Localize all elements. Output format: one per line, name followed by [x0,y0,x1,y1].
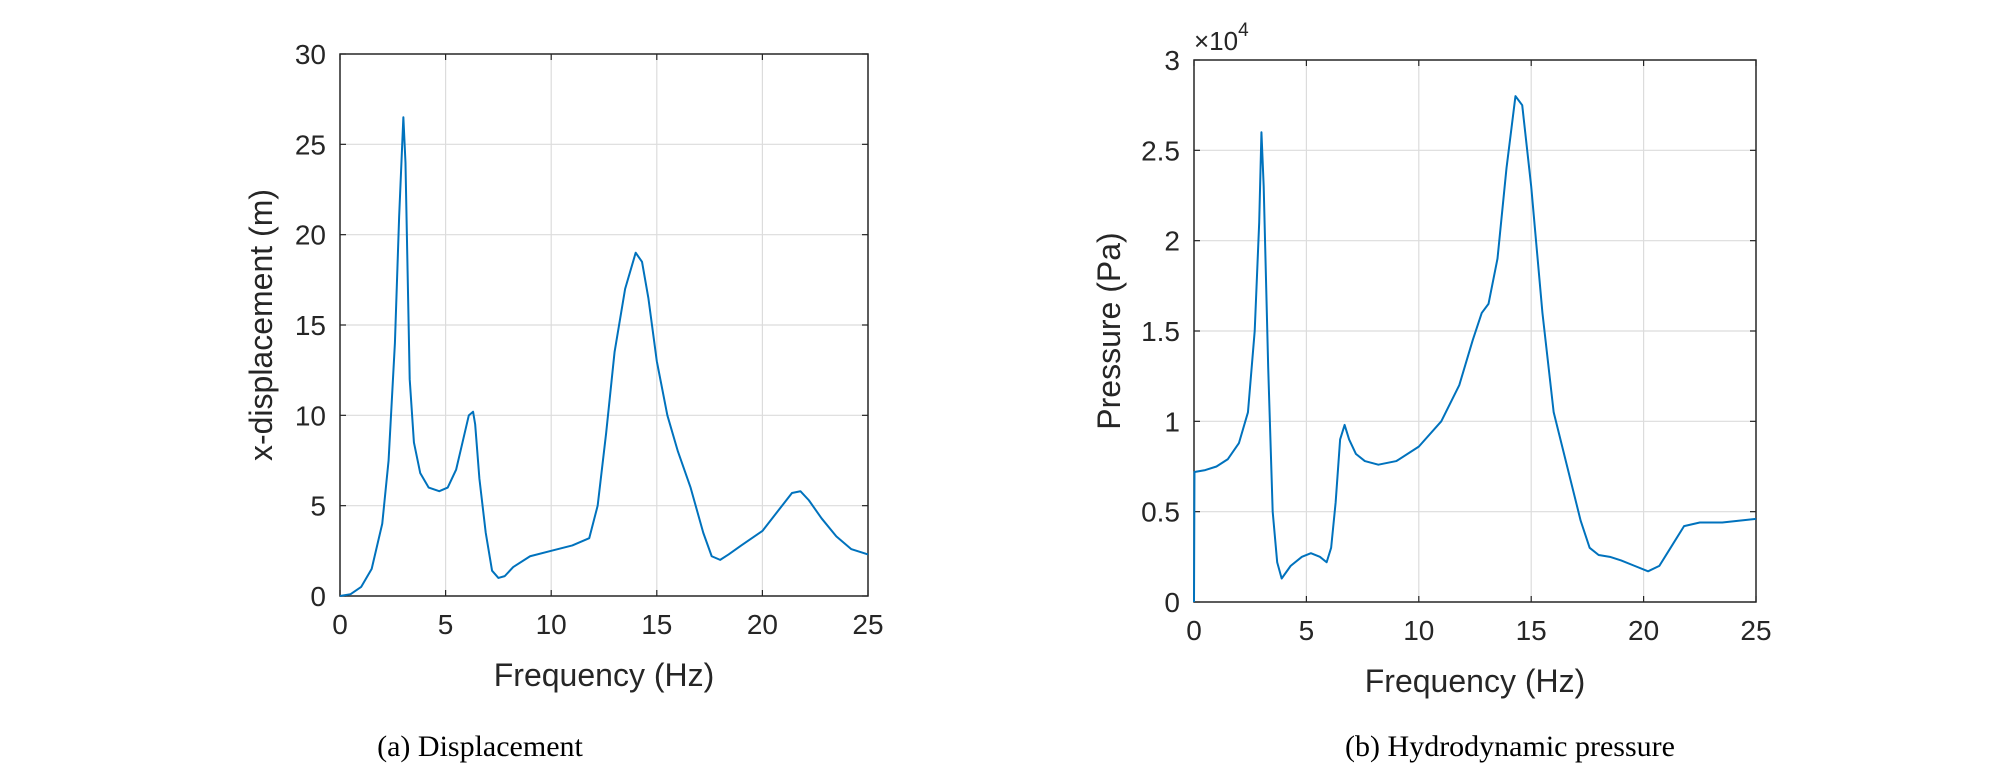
y-axis-label-displacement: x-displacement (m) [243,189,279,461]
x-tick-label-pressure: 5 [1299,615,1315,646]
caption-displacement: (a) Displacement [377,730,583,763]
y-tick-label-pressure: 0 [1164,587,1180,618]
x-tick-label-pressure: 0 [1186,615,1202,646]
x-tick-label-displacement: 25 [852,609,883,640]
y-tick-label-pressure: 2.5 [1141,135,1180,166]
ticks-pressure: 0 5 10 15 20 25 0 0.5 1 1.5 2 2.5 3 [1141,45,1772,646]
y-axis-label-pressure: Pressure (Pa) [1091,232,1127,429]
caption-pressure: (b) Hydrodynamic pressure [1345,730,1675,763]
y-tick-label-displacement: 15 [295,310,326,341]
x-tick-label-displacement: 0 [332,609,348,640]
y-tick-label-pressure: 2 [1164,226,1180,257]
series-line-pressure [1193,95,1757,603]
chart-hydrodynamic-pressure: 0 5 10 15 20 25 0 0.5 1 1.5 2 2.5 3 ×104 Frequency (… [1091,20,1772,763]
x-tick-label-pressure: 10 [1403,615,1434,646]
x-tick-label-pressure: 20 [1628,615,1659,646]
x-tick-label-pressure: 25 [1740,615,1771,646]
x-tick-label-displacement: 5 [438,609,454,640]
y-tick-label-pressure: 3 [1164,45,1180,76]
y-tick-label-pressure: 0.5 [1141,497,1180,528]
x-tick-label-displacement: 10 [536,609,567,640]
grid-pressure [1194,60,1756,602]
y-tick-label-pressure: 1.5 [1141,316,1180,347]
y-tick-label-displacement: 30 [295,39,326,70]
x-tick-label-displacement: 15 [641,609,672,640]
x-tick-label-pressure: 15 [1516,615,1547,646]
x-tick-label-displacement: 20 [747,609,778,640]
y-tick-label-displacement: 25 [295,129,326,160]
y-tick-label-displacement: 10 [295,400,326,431]
ticks-displacement: 0 5 10 15 20 25 0 5 10 15 20 25 30 [295,39,884,640]
series-line-x-displacement [339,116,869,597]
grid-displacement [340,54,868,596]
chart-displacement: 0 5 10 15 20 25 0 5 10 15 20 25 30 Frequency (Hz) x-… [243,39,884,763]
x-axis-label-displacement: Frequency (Hz) [494,657,715,693]
y-tick-label-pressure: 1 [1164,406,1180,437]
y-axis-exponent: ×104 [1194,20,1249,56]
y-tick-label-displacement: 0 [310,581,326,612]
y-tick-label-displacement: 20 [295,220,326,251]
y-tick-label-displacement: 5 [310,491,326,522]
x-axis-label-pressure: Frequency (Hz) [1365,663,1586,699]
